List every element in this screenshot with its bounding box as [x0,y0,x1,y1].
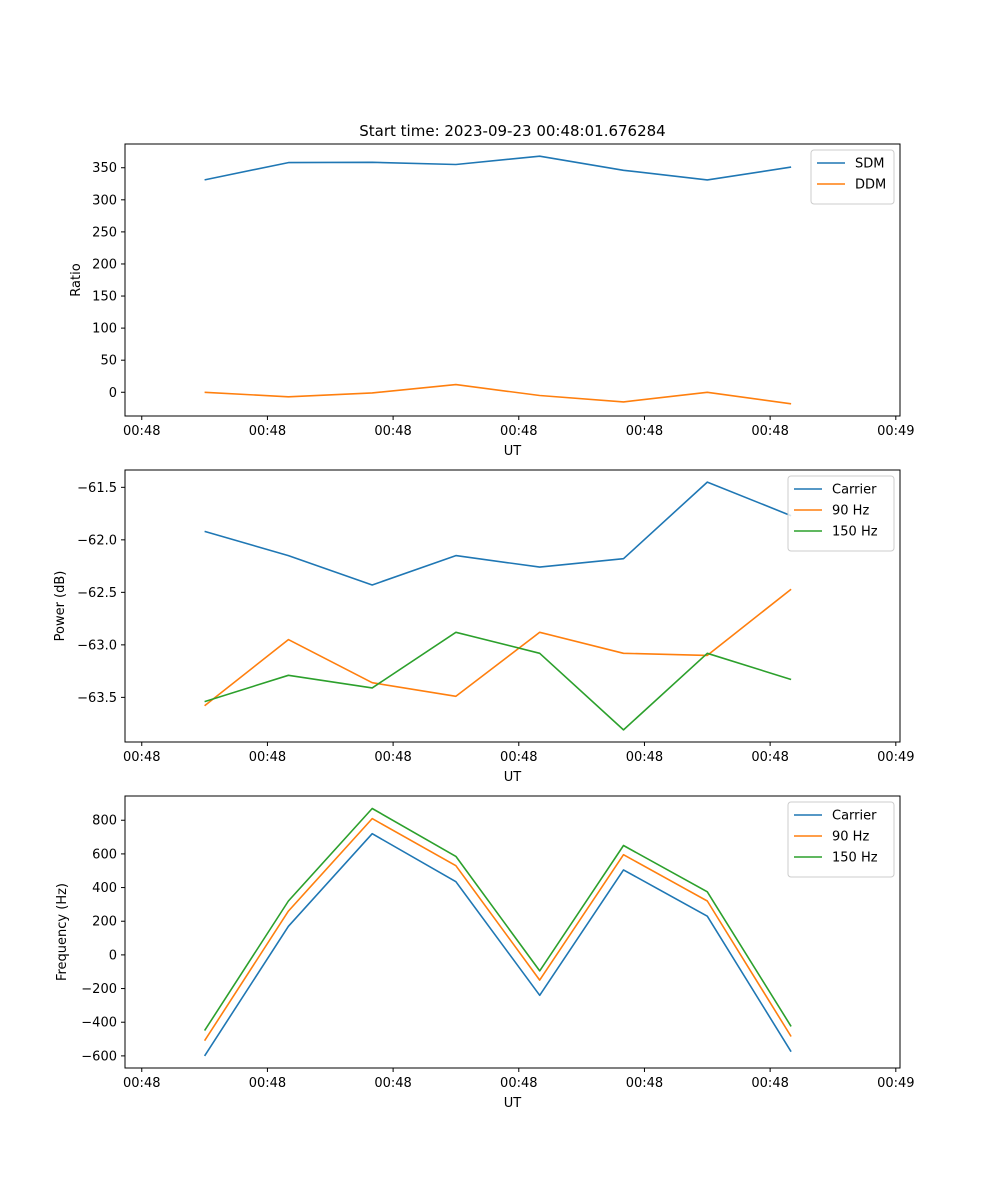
y-tick-label: −61.5 [77,481,117,496]
x-tick-label: 00:49 [877,424,914,439]
x-tick-label: 00:48 [500,750,537,765]
y-tick-label: 400 [92,881,117,896]
y-axis-label: Ratio [69,263,84,296]
x-axis-label: UT [504,1096,522,1111]
legend: Carrier 90 Hz 150 Hz [787,801,895,878]
legend-box [787,801,895,878]
series-line-sdm [204,155,792,181]
x-tick-label: 00:49 [877,1076,914,1091]
y-tick-label: 200 [92,915,117,930]
series-line-carrier [203,832,792,1057]
y-axis-label: Power (dB) [53,571,68,642]
series-line-150-hz [204,631,792,731]
legend-entry: Carrier [832,483,877,498]
series-line-carrier [204,481,792,586]
legend-entry: 90 Hz [832,830,869,845]
x-tick-label: 00:48 [123,424,160,439]
y-tick-label: 150 [92,290,117,305]
x-tick-label: 00:48 [751,424,788,439]
legend-entry: Carrier [832,809,877,824]
plot-frame [124,795,901,1069]
y-tick-label: 200 [92,257,117,272]
y-tick-label: 350 [92,161,117,176]
y-tick-label: 250 [92,225,117,240]
chart-2: 00:48 00:48 00:48 00:48 00:48 00:48 00:49 UT −63… [53,469,915,785]
y-tick-label: 800 [92,814,117,829]
x-tick-label: 00:48 [123,750,160,765]
y-tick-label: 50 [100,354,117,369]
x-axis-label: UT [504,444,522,459]
legend: Carrier 90 Hz 150 Hz [787,475,895,552]
y-tick-label: −62.5 [77,586,117,601]
series-line-90-hz [204,588,792,707]
x-tick-label: 00:48 [626,1076,663,1091]
series-line-ddm [204,383,792,405]
series-line-150-hz [203,807,792,1032]
x-tick-label: 00:48 [123,1076,160,1091]
y-tick-label: 300 [92,193,117,208]
y-tick-label: 100 [92,322,117,337]
x-tick-label: 00:48 [249,750,286,765]
x-tick-label: 00:48 [500,424,537,439]
plot-frame [124,469,901,743]
x-tick-label: 00:49 [877,750,914,765]
x-tick-label: 00:48 [249,1076,286,1091]
chart-1: Start time: 2023-09-23 00:48:01.67628400… [69,122,915,459]
legend-entry: SDM [855,157,884,172]
y-axis-label: Frequency (Hz) [55,883,70,981]
y-tick-label: −200 [81,982,117,997]
legend-entry: DDM [855,178,886,193]
legend-entry: 90 Hz [832,504,869,519]
chart-3: 00:48 00:48 00:48 00:48 00:48 00:48 00:49 UT −60… [55,795,915,1111]
legend-box [787,475,895,552]
x-tick-label: 00:48 [751,750,788,765]
x-tick-label: 00:48 [626,750,663,765]
y-tick-label: −62.0 [77,533,117,548]
x-tick-label: 00:48 [374,424,411,439]
legend: SDM DDM [810,149,895,205]
x-tick-label: 00:48 [249,424,286,439]
y-tick-label: 600 [92,847,117,862]
series-line-90-hz [203,817,792,1042]
x-axis-label: UT [504,770,522,785]
x-tick-label: 00:48 [374,750,411,765]
y-tick-label: −63.0 [77,638,117,653]
y-tick-label: −400 [81,1016,117,1031]
x-tick-label: 00:48 [500,1076,537,1091]
x-tick-label: 00:48 [374,1076,411,1091]
legend-entry: 150 Hz [832,525,878,540]
y-tick-label: −600 [81,1049,117,1064]
chart-title: Start time: 2023-09-23 00:48:01.676284 [359,122,665,140]
y-tick-label: −63.5 [77,691,117,706]
x-tick-label: 00:48 [626,424,663,439]
legend-entry: 150 Hz [832,851,878,866]
x-tick-label: 00:48 [751,1076,788,1091]
plot-frame [124,143,901,417]
y-tick-label: 0 [109,386,117,401]
y-tick-label: 0 [109,948,117,963]
